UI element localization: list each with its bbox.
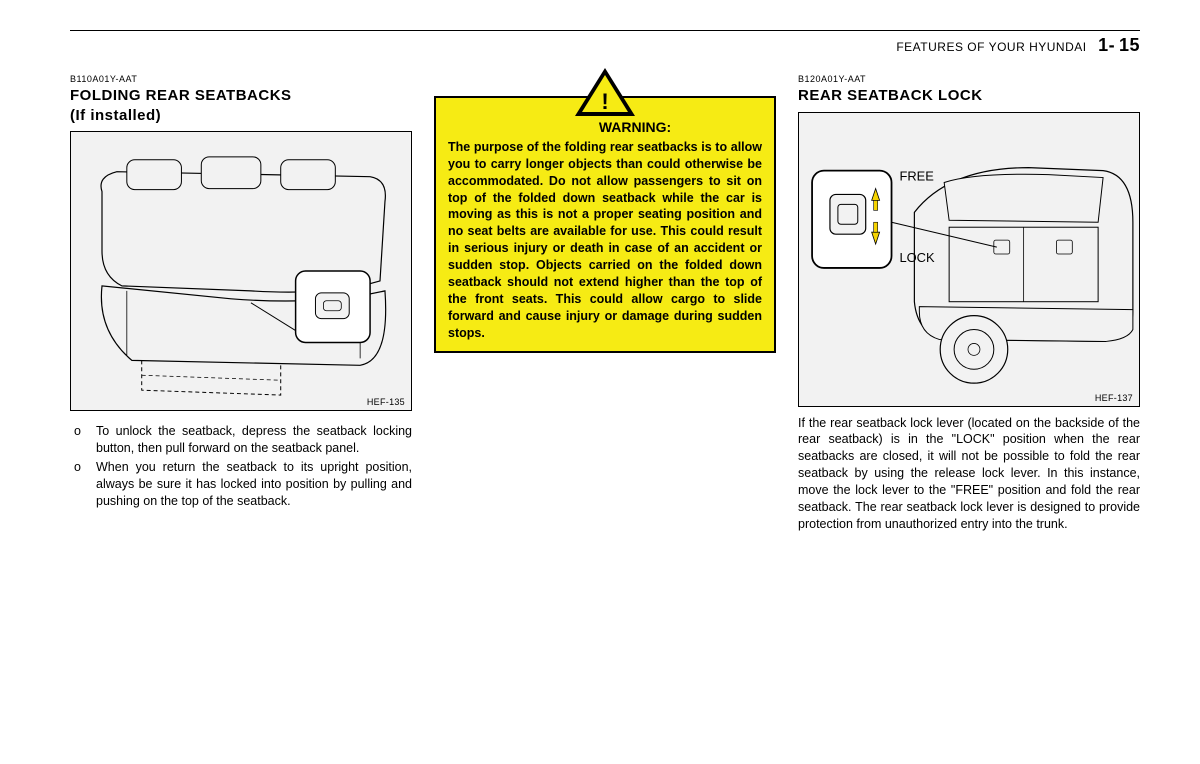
right-column: B120A01Y-AAT REAR SEATBACK LOCK (798, 74, 1140, 533)
left-code: B110A01Y-AAT (70, 74, 412, 84)
list-item: o To unlock the seatback, depress the se… (70, 423, 412, 457)
figure-seat: HEF-135 (70, 131, 412, 411)
left-title-line2: (If installed) (70, 107, 161, 124)
content-columns: B110A01Y-AAT FOLDING REAR SEATBACKS (If … (70, 74, 1140, 533)
warning-block: ! WARNING: The purpose of the folding re… (434, 96, 776, 353)
seat-illustration (71, 132, 411, 410)
list-text: When you return the seatback to its upri… (96, 459, 412, 510)
left-column: B110A01Y-AAT FOLDING REAR SEATBACKS (If … (70, 74, 412, 533)
page-header: FEATURES OF YOUR HYUNDAI 1- 15 (70, 35, 1140, 56)
page-prefix: 1- (1098, 35, 1115, 55)
list-item: o When you return the seatback to its up… (70, 459, 412, 510)
left-title: FOLDING REAR SEATBACKS (If installed) (70, 86, 412, 125)
car-illustration: FREE LOCK (799, 113, 1139, 406)
left-list: o To unlock the seatback, depress the se… (70, 423, 412, 509)
center-column: ! WARNING: The purpose of the folding re… (434, 74, 776, 533)
right-code: B120A01Y-AAT (798, 74, 1140, 84)
figure-car-label: HEF-137 (1095, 393, 1133, 403)
figure-seat-label: HEF-135 (367, 397, 405, 407)
right-body: If the rear seatback lock lever (located… (798, 415, 1140, 533)
list-text: To unlock the seatback, depress the seat… (96, 423, 412, 457)
free-label-svg: FREE (899, 168, 934, 183)
warning-exclaim-icon: ! (601, 89, 608, 115)
bullet-icon: o (70, 423, 96, 457)
header-rule (70, 30, 1140, 31)
manual-page: FEATURES OF YOUR HYUNDAI 1- 15 B110A01Y-… (0, 0, 1200, 764)
right-title: REAR SEATBACK LOCK (798, 86, 1140, 106)
bullet-icon: o (70, 459, 96, 510)
figure-car: FREE LOCK HEF-137 (798, 112, 1140, 407)
page-number: 15 (1119, 35, 1140, 55)
header-text: FEATURES OF YOUR HYUNDAI (896, 40, 1086, 54)
warning-box: WARNING: The purpose of the folding rear… (434, 96, 776, 353)
warning-body: The purpose of the folding rear seatback… (448, 139, 762, 342)
lock-label-svg: LOCK (899, 249, 935, 264)
left-title-line1: FOLDING REAR SEATBACKS (70, 87, 292, 104)
warning-title: WARNING: (448, 118, 762, 137)
